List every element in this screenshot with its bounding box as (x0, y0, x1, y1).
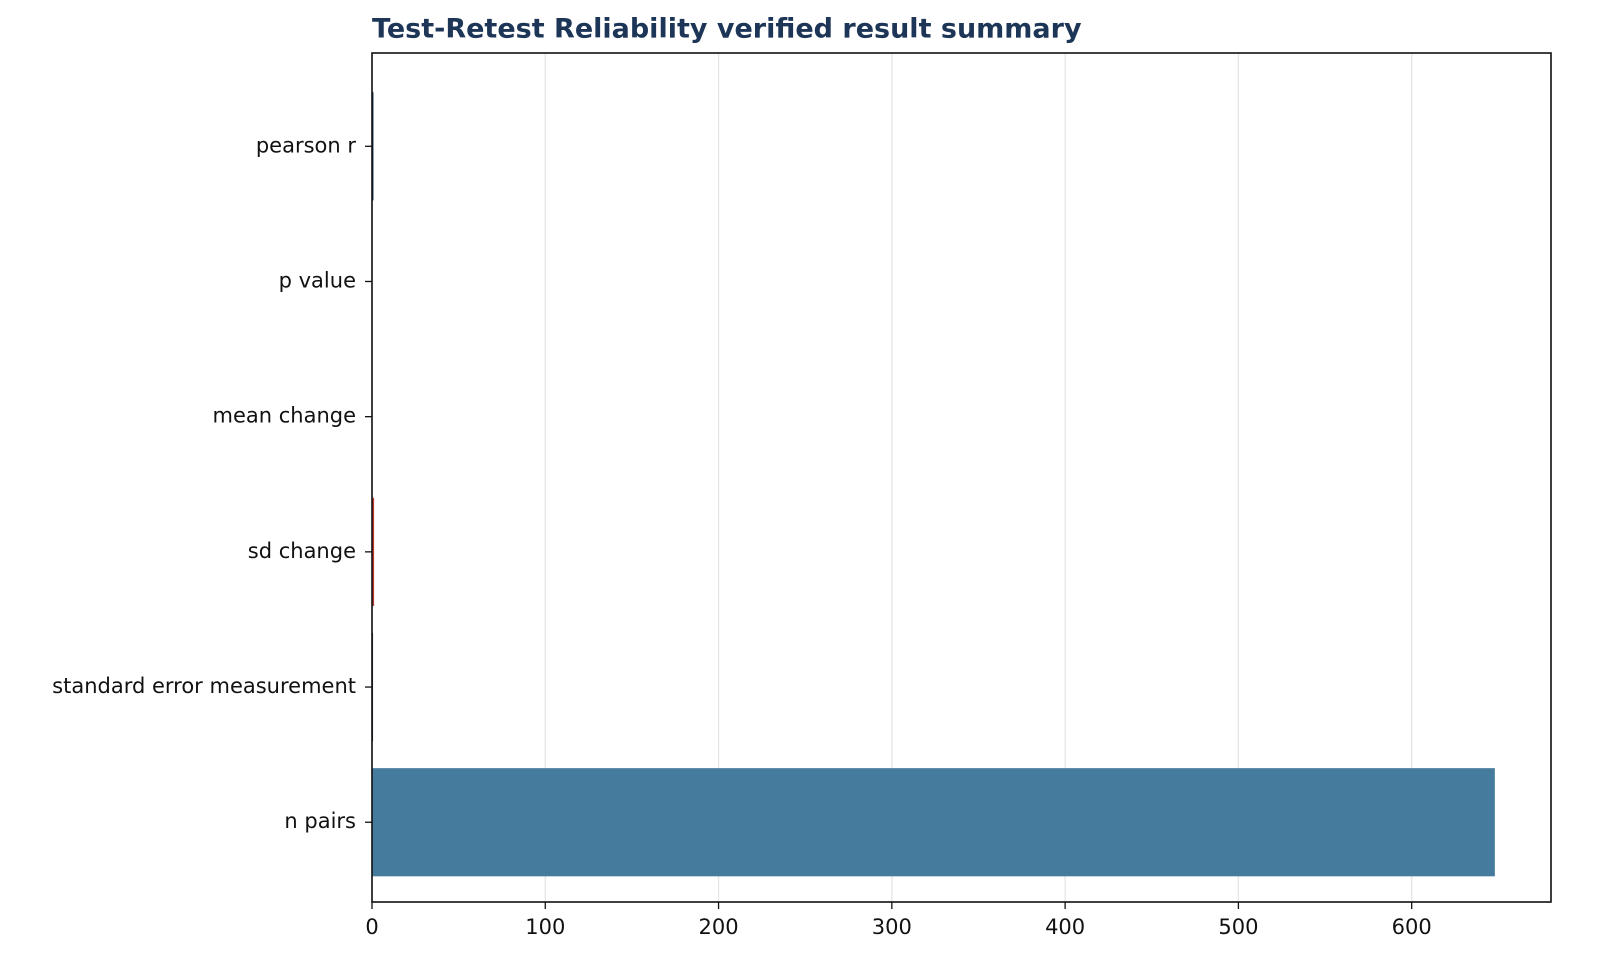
y-tick-label: sd change (248, 539, 356, 563)
x-tick-label: 600 (1392, 915, 1432, 939)
x-tick-label: 100 (525, 915, 565, 939)
y-tick-label: n pairs (284, 809, 356, 833)
x-tick-label: 500 (1218, 915, 1258, 939)
plot-frame (371, 52, 1552, 903)
bar (372, 768, 1495, 877)
y-tick-label: mean change (212, 404, 356, 428)
x-tick-label: 400 (1045, 915, 1085, 939)
x-tick-label: 300 (872, 915, 912, 939)
y-tick-label: pearson r (256, 133, 357, 157)
x-tick-label: 0 (365, 915, 378, 939)
bars (372, 92, 1495, 877)
chart-title: Test-Retest Reliability verified result … (372, 14, 1082, 45)
y-tick-label: p value (279, 268, 356, 292)
grid (371, 53, 1413, 902)
y-tick-label: standard error measurement (52, 674, 356, 698)
x-tick-label: 200 (699, 915, 739, 939)
bar (372, 497, 375, 606)
